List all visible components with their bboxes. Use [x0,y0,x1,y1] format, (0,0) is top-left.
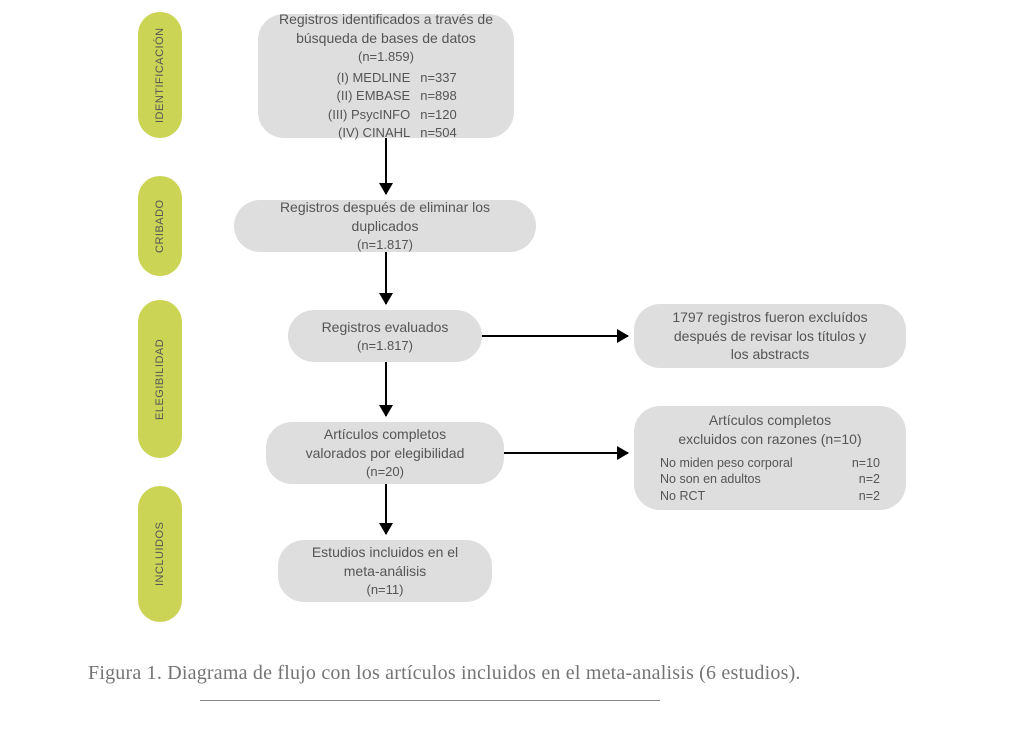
figure-caption: Figura 1. Diagrama de flujo con los artí… [88,662,801,685]
stage-label-text: INCLUIDOS [154,522,166,586]
reason-text: No miden peso corporal [660,455,793,472]
reason-text: No son en adultos [660,471,761,488]
reason-n: n=2 [859,471,880,488]
stage-label-text: ELEGIBILIDAD [154,338,166,419]
reason-row: No miden peso corporal n=10 [652,455,888,472]
stage-elegibilidad: ELEGIBILIDAD [138,300,182,458]
node-n: (n=1.817) [357,337,413,355]
node-line: excluidos con razones (n=10) [678,430,861,449]
node-n: (n=1.859) [358,48,414,66]
node-line: búsqueda de bases de datos [296,29,476,48]
caption-text: Figura 1. Diagrama de flujo con los artí… [88,662,801,684]
node-excluded-titles: 1797 registros fueron excluídos después … [634,304,906,368]
db-label: (II) EMBASE [315,87,410,105]
arrow-down-icon [385,138,387,194]
node-line: Registros evaluados [322,318,449,337]
exclusion-reasons: No miden peso corporal n=10 No son en ad… [652,455,888,506]
stage-identificacion: IDENTIFICACIÓN [138,12,182,138]
db-label: (I) MEDLINE [315,69,410,87]
arrow-down-icon [385,252,387,304]
node-line: valorados por elegibilidad [306,444,465,463]
db-row: (I) MEDLINE n=337 [315,69,457,87]
arrow-right-icon [504,452,628,454]
reason-n: n=10 [852,455,880,472]
db-n: n=898 [420,87,457,105]
db-list: (I) MEDLINE n=337 (II) EMBASE n=898 (III… [315,69,457,142]
node-line: meta-análisis [344,562,426,581]
reason-row: No RCT n=2 [652,488,888,505]
node-fulltext: Artículos completos valorados por elegib… [266,422,504,484]
node-n: (n=20) [366,463,404,481]
arrow-down-icon [385,362,387,416]
node-excluded-reasons: Artículos completos excluidos con razone… [634,406,906,510]
node-included: Estudios incluidos en el meta-análisis (… [278,540,492,602]
stage-label-text: CRIBADO [154,199,166,253]
node-line: Artículos completos [709,411,831,430]
node-line: Registros identificados a través de [279,10,493,29]
db-n: n=337 [420,69,457,87]
stage-label-text: IDENTIFICACIÓN [154,27,166,123]
node-line: después de revisar los títulos y [674,327,866,346]
reason-n: n=2 [859,488,880,505]
db-label: (III) PsycINFO [315,106,410,124]
node-n: (n=11) [367,581,404,599]
stage-incluidos: INCLUIDOS [138,486,182,622]
db-n: n=120 [420,106,457,124]
node-screened: Registros evaluados (n=1.817) [288,310,482,362]
db-row: (II) EMBASE n=898 [315,87,457,105]
arrow-right-icon [482,335,628,337]
node-line: Estudios incluidos en el [312,543,458,562]
stage-cribado: CRIBADO [138,176,182,276]
reason-row: No son en adultos n=2 [652,471,888,488]
db-row: (III) PsycINFO n=120 [315,106,457,124]
caption-rule [200,700,660,701]
reason-text: No RCT [660,488,705,505]
db-n: n=504 [420,124,457,142]
db-label: (IV) CINAHL [315,124,410,142]
node-deduplicated: Registros después de eliminar los duplic… [234,200,536,252]
arrow-down-icon [385,484,387,534]
node-line: Artículos completos [324,425,446,444]
node-line: 1797 registros fueron excluídos [672,308,867,327]
node-identification: Registros identificados a través de búsq… [258,14,514,138]
node-line: los abstracts [731,345,810,364]
node-line: Registros después de eliminar los duplic… [252,198,518,236]
